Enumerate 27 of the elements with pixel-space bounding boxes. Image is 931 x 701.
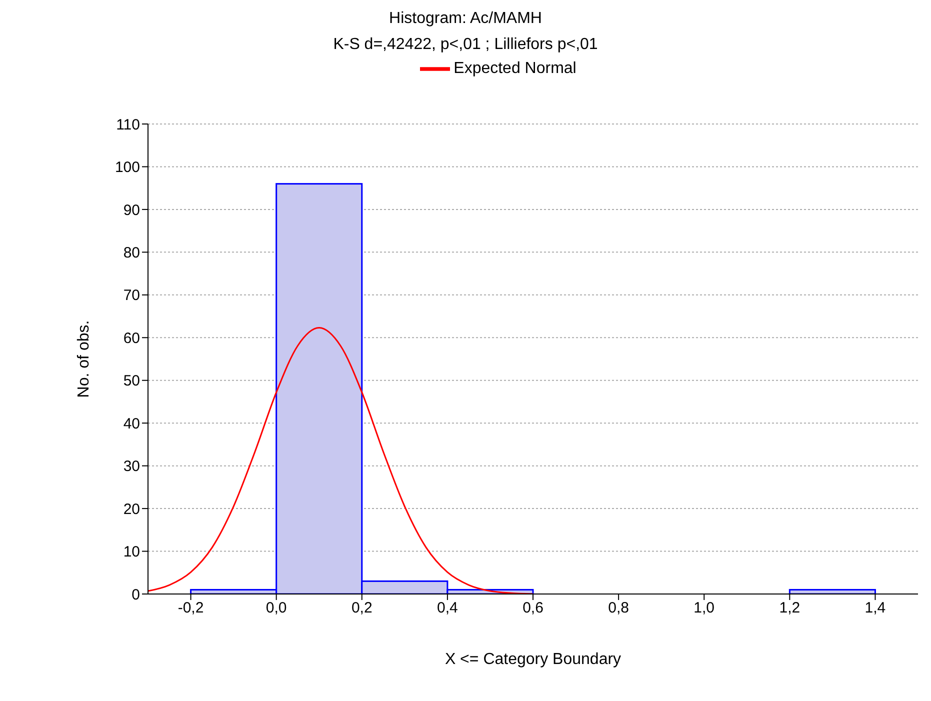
x-tick-label: 0,0	[266, 600, 287, 617]
y-tick-label: 60	[123, 330, 140, 347]
x-tick-label: 1,4	[864, 600, 886, 617]
legend-label: Expected Normal	[454, 60, 576, 78]
x-tick-label: -0,2	[178, 600, 204, 617]
y-tick-label: 10	[123, 544, 140, 561]
x-tick-label: 0,2	[351, 600, 372, 617]
y-tick-label: 90	[123, 202, 140, 219]
y-tick-label: 0	[132, 586, 140, 604]
x-tick-label: 0,4	[437, 600, 458, 617]
chart-subtitle: K-S d=,42422, p<,01 ; Lilliefors p<,01	[332, 36, 599, 54]
y-tick-label: 80	[123, 244, 140, 262]
x-tick-label: 1,0	[694, 600, 715, 617]
x-axis-title: X <= Category Boundary	[444, 651, 622, 668]
y-tick-label: 100	[114, 159, 140, 176]
y-tick-label: 20	[123, 500, 140, 518]
y-tick-label: 50	[123, 372, 140, 390]
chart-title: Histogram: Ac/MAMH	[388, 10, 543, 28]
x-tick-label: 0,6	[522, 600, 544, 617]
y-tick-label: 40	[123, 415, 140, 432]
y-tick-label: 70	[123, 287, 140, 304]
line-series	[148, 327, 534, 594]
y-tick-label: 30	[123, 458, 140, 476]
y-axis-title: No. of obs.	[76, 320, 93, 398]
x-tick-label: 1,2	[779, 600, 800, 617]
y-tick-label: 110	[116, 116, 140, 134]
x-tick-label: 0,8	[608, 600, 629, 617]
